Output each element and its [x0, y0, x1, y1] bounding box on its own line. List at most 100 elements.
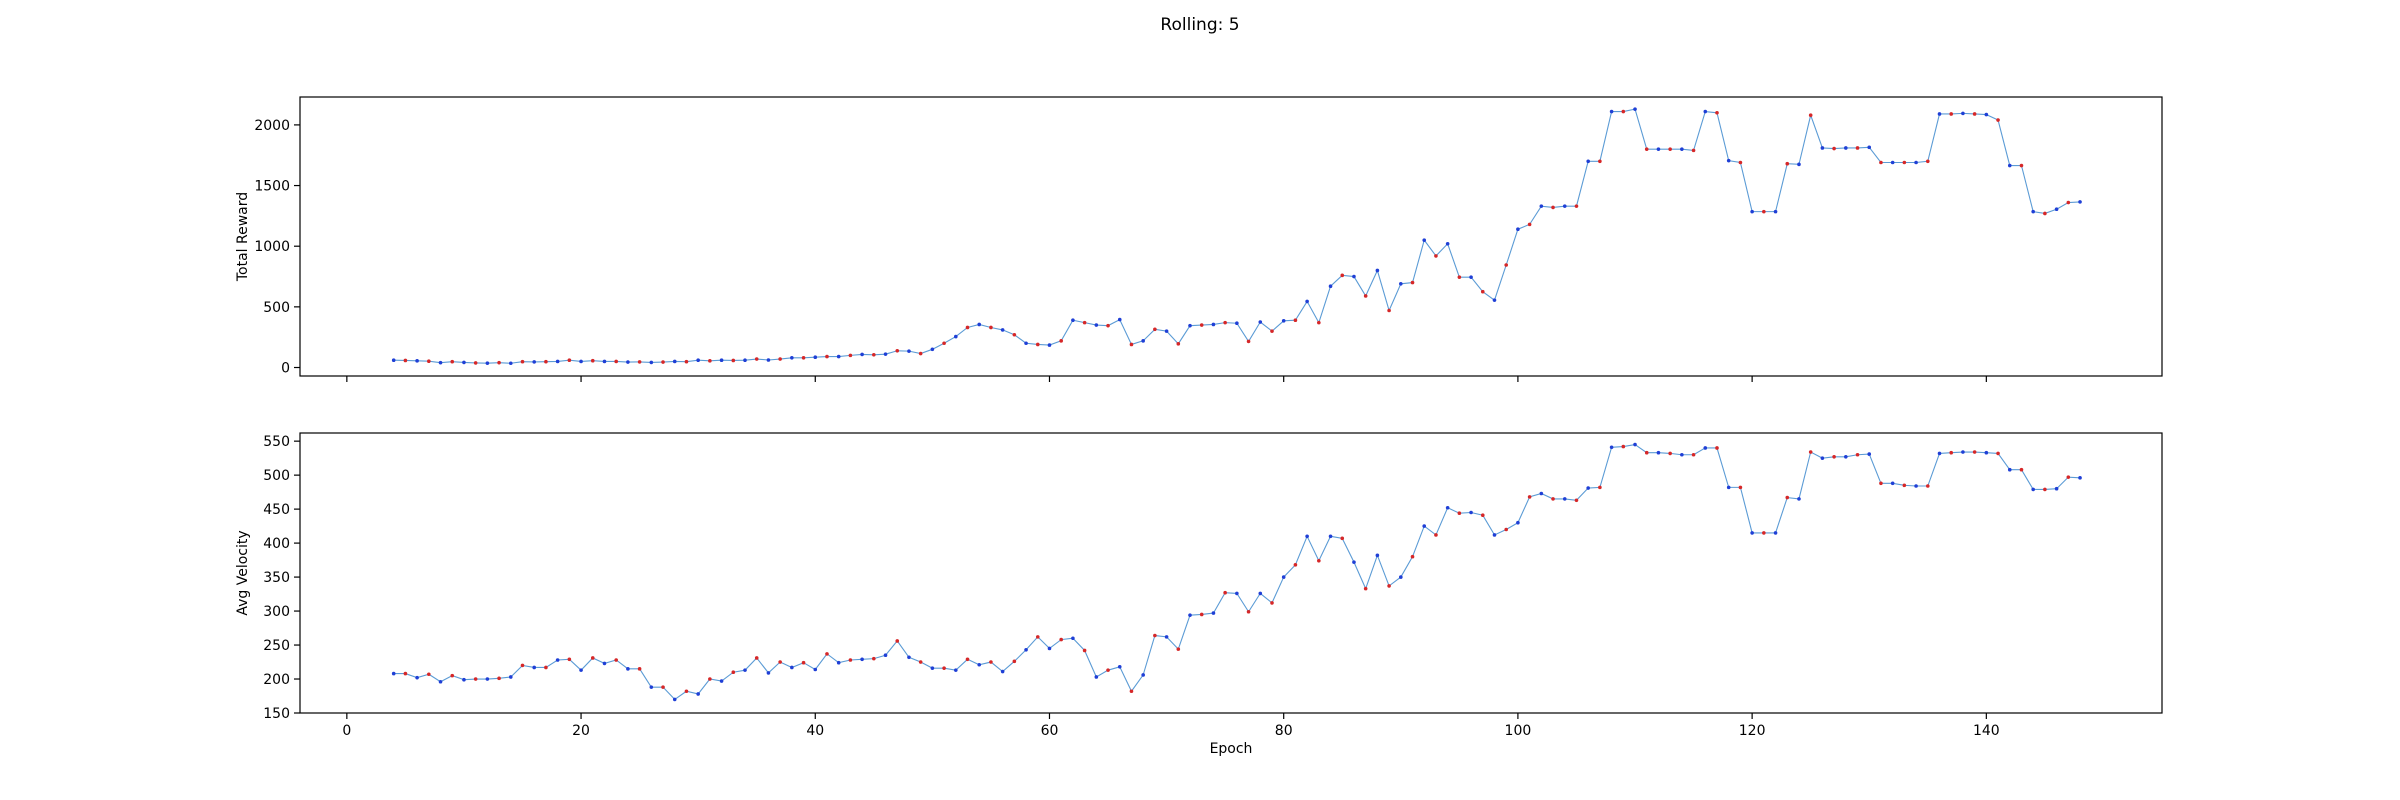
avg-velocity-point [1656, 450, 1661, 455]
total-reward-point [1141, 339, 1145, 343]
total-reward-point [1457, 275, 1462, 279]
avg-velocity-x-tick-label: 20 [572, 723, 590, 739]
total-reward-point [907, 349, 911, 353]
total-reward-point [485, 361, 490, 365]
total-reward-point [989, 325, 993, 330]
avg-velocity-point [1410, 554, 1415, 559]
avg-velocity-point [1961, 450, 1965, 454]
avg-velocity-point [1902, 483, 1907, 488]
total-reward-point [1106, 323, 1110, 328]
avg-velocity-point [1352, 560, 1356, 564]
total-reward-point [1328, 284, 1333, 289]
total-reward-point [1879, 160, 1883, 165]
total-reward-point [2054, 207, 2059, 212]
total-reward-y-tick-label: 0 [281, 361, 290, 377]
total-reward-point [848, 353, 853, 358]
total-reward-point [1082, 320, 1087, 325]
avg-velocity-point [813, 667, 818, 672]
avg-velocity-point [1106, 668, 1110, 672]
avg-velocity-point [1223, 590, 1227, 595]
avg-velocity-y-tick-label: 400 [263, 536, 290, 552]
avg-velocity-point [766, 671, 771, 675]
avg-velocity-plot: 0 20 40 60 80 100 120 140 150 200 250 300 350 400 450 5… [235, 432, 2163, 757]
avg-velocity-point [1715, 446, 1719, 450]
total-reward-point [1914, 160, 1918, 165]
total-reward-point [1305, 299, 1309, 304]
avg-velocity-point [719, 679, 724, 683]
total-reward-point [497, 360, 501, 365]
total-reward-point [1071, 318, 1075, 323]
total-reward-point [1445, 241, 1450, 246]
avg-velocity-point [1211, 611, 1216, 615]
total-reward-point [1363, 294, 1368, 298]
avg-velocity-point [1855, 452, 1860, 457]
avg-velocity-y-tick-label: 500 [263, 468, 290, 484]
total-reward-point [1961, 111, 1965, 116]
total-reward-point [1621, 109, 1626, 114]
avg-velocity-point [2019, 467, 2024, 472]
avg-velocity-y-tick-label: 300 [263, 604, 290, 620]
total-reward-point [1925, 159, 1930, 164]
total-reward-point [1562, 204, 1567, 208]
total-reward-point [1668, 147, 1672, 151]
avg-velocity-point [954, 668, 958, 672]
avg-velocity-point [989, 660, 993, 664]
total-reward-point [1586, 159, 1590, 164]
avg-velocity-point [485, 677, 490, 681]
total-reward-point [1773, 209, 1778, 214]
avg-velocity-point [520, 663, 525, 668]
avg-velocity-x-tick-label: 140 [1973, 723, 2000, 739]
total-reward-point [1680, 147, 1684, 151]
avg-velocity-point [1281, 575, 1286, 579]
total-reward-point [590, 358, 595, 363]
total-reward-point [708, 359, 712, 363]
avg-velocity-point [1680, 452, 1684, 457]
total-reward-point [1937, 112, 1942, 116]
total-reward-point [1656, 147, 1661, 151]
avg-velocity-point [1328, 534, 1333, 539]
avg-velocity-point [930, 666, 935, 670]
avg-velocity-point [450, 673, 455, 678]
total-reward-point [766, 358, 771, 362]
total-reward-point [965, 325, 970, 330]
avg-velocity-point [1153, 633, 1157, 638]
total-reward-point [1738, 160, 1743, 165]
total-reward-point [836, 354, 841, 359]
avg-velocity-point [1399, 575, 1403, 579]
total-reward-point [1399, 282, 1403, 286]
avg-velocity-point [1633, 442, 1637, 447]
avg-velocity-point [544, 665, 548, 670]
avg-velocity-point [2043, 487, 2047, 492]
avg-velocity-point [1691, 452, 1696, 457]
avg-velocity-point [1270, 601, 1274, 605]
avg-velocity-point [883, 653, 888, 658]
total-reward-point [415, 359, 419, 363]
avg-velocity-point [649, 685, 654, 689]
total-reward-point [1750, 209, 1754, 214]
avg-velocity-point [872, 656, 876, 661]
avg-velocity-y-tick-label: 550 [263, 434, 290, 450]
avg-velocity-point [1504, 527, 1508, 532]
total-reward-point [1375, 268, 1380, 273]
total-reward-point [1176, 342, 1181, 346]
avg-velocity-point [415, 675, 419, 680]
avg-velocity-point [1176, 647, 1181, 651]
avg-velocity-x-tick-label: 100 [1505, 723, 1532, 739]
total-reward-point [1199, 323, 1204, 327]
avg-velocity-point [532, 665, 537, 670]
avg-velocity-point [1562, 497, 1567, 501]
avg-velocity-point [427, 672, 431, 677]
avg-velocity-point [1879, 481, 1883, 486]
total-reward-point [1504, 263, 1508, 267]
avg-velocity-point [1246, 609, 1251, 614]
total-reward-point [883, 352, 888, 356]
avg-velocity-point [1024, 648, 1028, 652]
total-reward-point [532, 360, 537, 364]
total-reward-y-axis-label: Total Reward [235, 192, 251, 282]
total-reward-point [1527, 222, 1532, 227]
total-reward-point [731, 358, 736, 363]
avg-velocity-point [895, 639, 900, 643]
avg-velocity-point [1808, 450, 1813, 454]
total-reward-point [1949, 112, 1954, 116]
